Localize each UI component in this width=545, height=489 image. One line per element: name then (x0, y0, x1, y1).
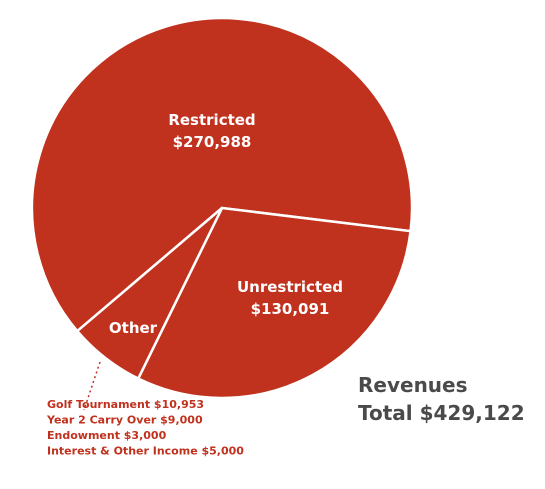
slice-label: Other (109, 319, 158, 337)
chart-subtitle: Total $429,122 (358, 401, 525, 425)
slice-label: Unrestricted (237, 278, 343, 296)
slice-value-label: $270,988 (173, 133, 252, 151)
slice-value-label: $130,091 (251, 300, 330, 318)
leader-line (83, 361, 101, 411)
pie-slice (136, 206, 412, 400)
pie-slice (30, 16, 414, 333)
annotation: Endowment $3,000 (47, 429, 167, 442)
pie-slice (75, 207, 224, 381)
slice-label: Restricted (168, 111, 255, 129)
annotation: Year 2 Carry Over $9,000 (46, 414, 203, 427)
chart-title: Revenues (358, 373, 468, 397)
annotation: Interest & Other Income $5,000 (47, 445, 244, 458)
annotation: Golf Tournament $10,953 (47, 398, 204, 411)
